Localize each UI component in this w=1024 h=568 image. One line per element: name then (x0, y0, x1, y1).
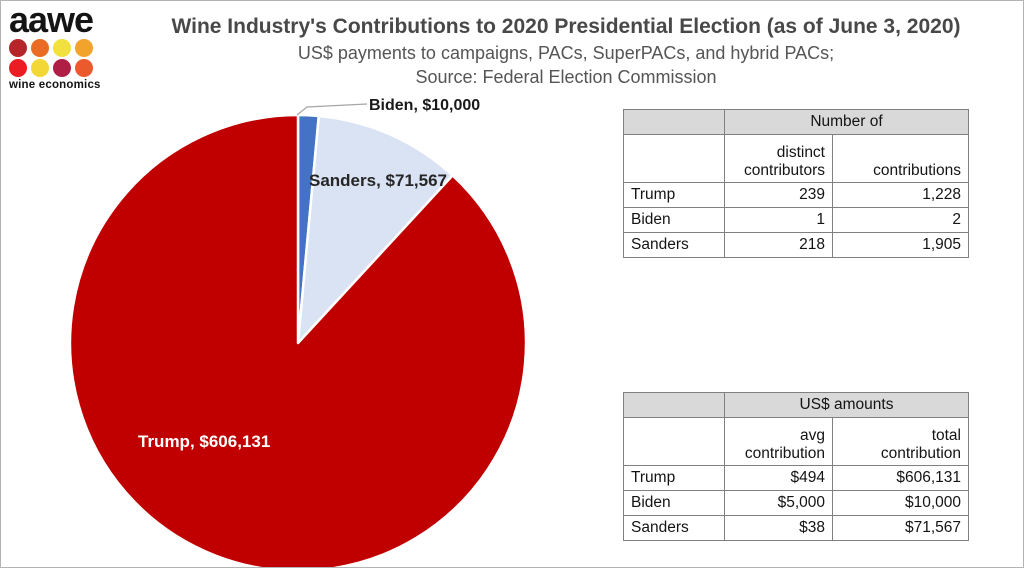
table-header-row: US$ amounts (623, 392, 970, 418)
col-header-distinct-contributors: distinct contributors (724, 134, 833, 183)
table-corner-cell (623, 109, 725, 135)
table-cell: 1 (724, 207, 833, 233)
row-label: Sanders (623, 232, 725, 258)
merged-header-cell: Number of (724, 109, 969, 135)
chart-subtitle: US$ payments to campaigns, PACs, SuperPA… (297, 43, 835, 63)
table-cell: 218 (724, 232, 833, 258)
aawe-logo: aawe wine economics (9, 0, 109, 91)
table-cell: $5,000 (724, 490, 833, 516)
logo-tagline: wine economics (9, 79, 101, 91)
table-subheader-row: distinct contributors contributions (623, 134, 969, 183)
table-cell: 2 (832, 207, 969, 233)
logo-dot-icon (9, 39, 27, 57)
table-cell: $71,567 (831, 515, 970, 541)
table-row: Trump $494 $606,131 (623, 465, 970, 491)
row-label: Biden (623, 490, 725, 516)
table-corner-cell (623, 392, 725, 418)
table-row: Trump 239 1,228 (623, 182, 969, 208)
table-row: Biden 1 2 (623, 207, 969, 233)
pie-label-sanders: Sanders, $71,567 (309, 171, 447, 190)
amounts-table: US$ amounts avg contribution total contr… (623, 392, 970, 541)
row-label: Biden (623, 207, 725, 233)
table-cell: 1,905 (832, 232, 969, 258)
logo-dot-icon (31, 39, 49, 57)
row-label: Sanders (623, 515, 725, 541)
table-row: Biden $5,000 $10,000 (623, 490, 970, 516)
logo-dot-icon (53, 39, 71, 57)
logo-dot-icon (53, 59, 71, 77)
pie-slice-sanders (296, 114, 454, 345)
logo-dots-icon (9, 39, 93, 77)
logo-dot-icon (75, 59, 93, 77)
table-corner-cell (623, 417, 725, 466)
table-cell: 1,228 (832, 182, 969, 208)
table-row: Sanders 218 1,905 (623, 232, 969, 258)
logo-dot-icon (31, 59, 49, 77)
logo-dot-icon (75, 39, 93, 57)
pie-label-biden: Biden, $10,000 (369, 97, 481, 114)
table-header-row: Number of (623, 109, 969, 135)
table-row: Sanders $38 $71,567 (623, 515, 970, 541)
col-header-avg-contribution: avg contribution (724, 417, 833, 466)
table-subheader-row: avg contribution total contribution (623, 417, 970, 466)
table-corner-cell (623, 134, 725, 183)
table-cell: $606,131 (831, 465, 970, 491)
pie-slice-trump (68, 113, 528, 567)
pie-label-trump: Trump, $606,131 (138, 432, 271, 451)
table-cell: $494 (724, 465, 833, 491)
logo-dot-icon (9, 59, 27, 77)
table-cell: $38 (724, 515, 833, 541)
row-label: Trump (623, 182, 725, 208)
chart-title: Wine Industry's Contributions to 2020 Pr… (171, 15, 961, 38)
contributions-table: Number of distinct contributors contribu… (623, 109, 969, 258)
table-cell: 239 (724, 182, 833, 208)
row-label: Trump (623, 465, 725, 491)
chart-source: Source: Federal Election Commission (415, 67, 717, 87)
chart-header: Wine Industry's Contributions to 2020 Pr… (121, 13, 1011, 89)
logo-wordmark: aawe (9, 0, 94, 40)
table-cell: $10,000 (831, 490, 970, 516)
biden-leader-line (296, 103, 368, 116)
col-header-total-contribution: total contribution (831, 417, 970, 466)
col-header-contributions: contributions (832, 134, 969, 183)
merged-header-cell: US$ amounts (723, 392, 970, 418)
